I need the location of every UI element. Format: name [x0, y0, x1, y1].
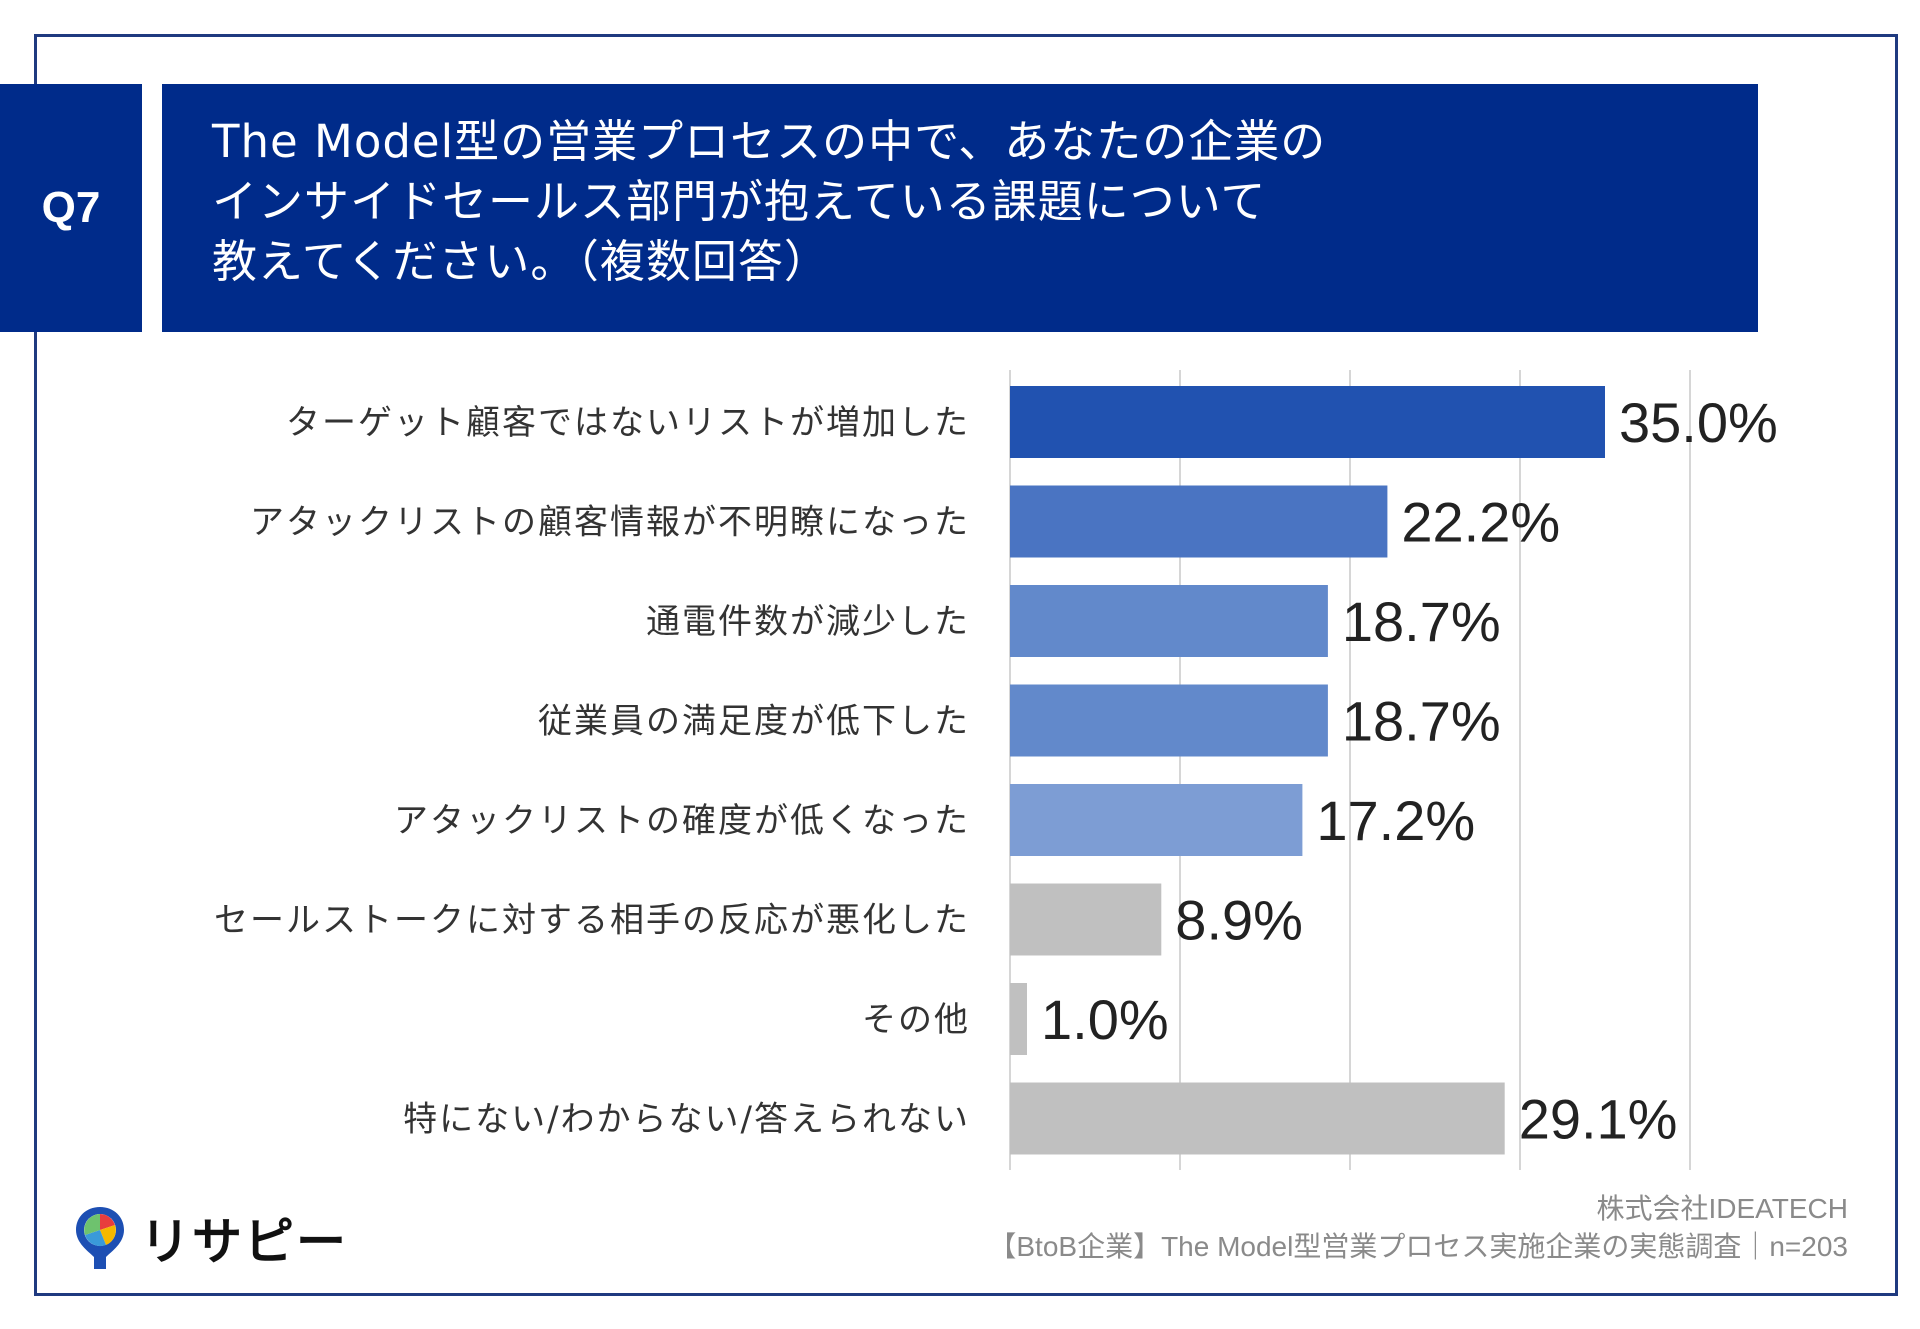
value-label: 1.0% [1041, 988, 1169, 1051]
value-label: 18.7% [1342, 690, 1501, 753]
question-title-line-2: インサイドセールス部門が抱えている課題について [212, 175, 1267, 228]
brand-logo: リサピー [72, 1203, 348, 1273]
category-label: ターゲット顧客ではないリストが増加した [286, 403, 970, 443]
question-title-line-3: 教えてください。（複数回答） [212, 235, 830, 288]
bar [1010, 883, 1162, 956]
value-label: 8.9% [1175, 889, 1303, 952]
question-number-badge: Q7 [0, 84, 142, 332]
category-label: その他 [862, 1000, 970, 1040]
value-label: 18.7% [1342, 590, 1501, 653]
question-title-box: The Model型の営業プロセスの中で、あなたの企業の インサイドセールス部門… [162, 84, 1758, 332]
category-label: セールストークに対する相手の反応が悪化した [214, 901, 970, 941]
category-label: 通電件数が減少した [646, 602, 970, 642]
category-label: アタックリストの確度が低くなった [394, 801, 970, 841]
bar [1010, 784, 1303, 856]
source-survey: 【BtoB企業】The Model型営業プロセス実施企業の実態調査｜n=203 [988, 1231, 1848, 1262]
bar [1010, 485, 1388, 558]
question-number: Q7 [41, 183, 101, 232]
value-label: 35.0% [1619, 391, 1778, 454]
bar-chart: ターゲット顧客ではないリストが増加した 35.0% アタックリストの顧客情報が不明瞭… [214, 370, 1778, 1170]
question-title-line-1: The Model型の営業プロセスの中で、あなたの企業の [212, 115, 1327, 168]
source-credit: 株式会社IDEATECH 【BtoB企業】The Model型営業プロセス実施企… [988, 1190, 1848, 1266]
value-label: 22.2% [1401, 491, 1560, 554]
pin-logo-icon [76, 1207, 124, 1269]
outer-frame [34, 34, 1898, 1296]
brand-logo-text: リサピー [140, 1213, 348, 1271]
source-company: 株式会社IDEATECH [1596, 1193, 1849, 1224]
category-label: 従業員の満足度が低下した [538, 702, 970, 742]
bar [1010, 684, 1328, 757]
bar [1010, 386, 1605, 458]
bar [1010, 983, 1027, 1055]
bar [1010, 1082, 1505, 1155]
bar [1010, 585, 1328, 657]
value-label: 17.2% [1316, 789, 1475, 852]
category-label: 特にない/わからない/答えられない [403, 1100, 970, 1140]
category-label: アタックリストの顧客情報が不明瞭になった [250, 503, 970, 543]
value-label: 29.1% [1519, 1088, 1678, 1151]
